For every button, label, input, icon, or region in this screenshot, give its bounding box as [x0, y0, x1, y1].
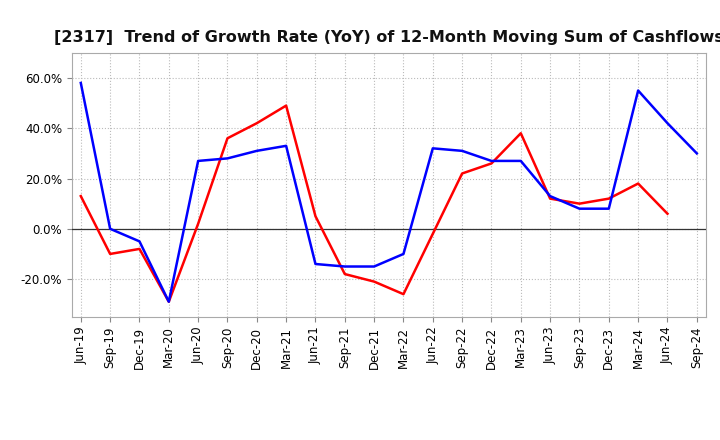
Free Cashflow	[223, 156, 232, 161]
Free Cashflow	[194, 158, 202, 164]
Operating Cashflow	[575, 201, 584, 206]
Free Cashflow	[605, 206, 613, 211]
Operating Cashflow	[164, 299, 173, 304]
Free Cashflow	[76, 81, 85, 86]
Operating Cashflow	[311, 213, 320, 219]
Free Cashflow	[546, 194, 554, 199]
Operating Cashflow	[663, 211, 672, 216]
Free Cashflow	[458, 148, 467, 154]
Free Cashflow	[164, 299, 173, 304]
Operating Cashflow	[516, 131, 525, 136]
Free Cashflow	[487, 158, 496, 164]
Operating Cashflow	[399, 292, 408, 297]
Free Cashflow	[516, 158, 525, 164]
Free Cashflow	[370, 264, 379, 269]
Line: Operating Cashflow: Operating Cashflow	[81, 106, 667, 302]
Operating Cashflow	[76, 194, 85, 199]
Operating Cashflow	[135, 246, 144, 252]
Operating Cashflow	[194, 221, 202, 227]
Free Cashflow	[399, 251, 408, 257]
Operating Cashflow	[282, 103, 290, 108]
Operating Cashflow	[487, 161, 496, 166]
Free Cashflow	[575, 206, 584, 211]
Title: [2317]  Trend of Growth Rate (YoY) of 12-Month Moving Sum of Cashflows: [2317] Trend of Growth Rate (YoY) of 12-…	[54, 29, 720, 45]
Operating Cashflow	[223, 136, 232, 141]
Free Cashflow	[135, 239, 144, 244]
Operating Cashflow	[341, 271, 349, 277]
Operating Cashflow	[428, 231, 437, 236]
Operating Cashflow	[253, 121, 261, 126]
Operating Cashflow	[458, 171, 467, 176]
Operating Cashflow	[546, 196, 554, 201]
Free Cashflow	[341, 264, 349, 269]
Operating Cashflow	[106, 251, 114, 257]
Free Cashflow	[693, 151, 701, 156]
Operating Cashflow	[370, 279, 379, 284]
Free Cashflow	[634, 88, 642, 93]
Free Cashflow	[663, 121, 672, 126]
Operating Cashflow	[634, 181, 642, 186]
Line: Free Cashflow: Free Cashflow	[81, 83, 697, 302]
Free Cashflow	[311, 261, 320, 267]
Free Cashflow	[282, 143, 290, 148]
Free Cashflow	[428, 146, 437, 151]
Operating Cashflow	[605, 196, 613, 201]
Free Cashflow	[106, 226, 114, 231]
Free Cashflow	[253, 148, 261, 154]
